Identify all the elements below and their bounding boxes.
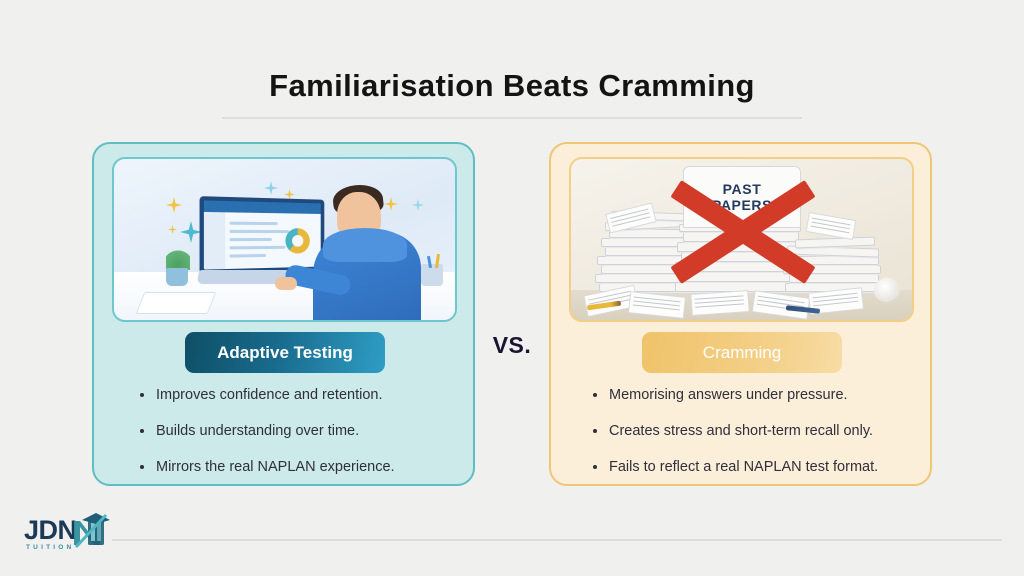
list-item: Builds understanding over time. [138,422,468,440]
label-adaptive-testing: Adaptive Testing [185,332,385,373]
laptop-screen-content [203,200,321,270]
versus-label: VS. [492,332,532,358]
student-at-laptop-illustration [112,157,457,322]
desk-papers [135,292,217,314]
content-line [229,229,290,234]
list-item: Mirrors the real NAPLAN experience. [138,458,468,476]
laptop-screen [199,196,325,274]
list-item: Creates stress and short-term recall onl… [591,422,931,440]
footer-divider [112,539,1002,541]
list-item: Memorising answers under pressure. [591,386,931,404]
cramming-drawbacks-list: Memorising answers under pressure. Creat… [591,386,931,494]
past-papers-pile-illustration: PAST PAPERS [569,157,914,322]
sparkle-icon [168,225,177,234]
comparison-card-adaptive-testing: Adaptive Testing Improves confidence and… [92,142,475,486]
sparkle-icon [284,189,295,200]
app-sidebar [203,211,226,270]
page-title: Familiarisation Beats Cramming [269,68,755,103]
title-divider [222,117,802,119]
sparkle-icon [412,199,424,211]
loose-sheet [690,290,750,316]
adaptive-testing-benefits-list: Improves confidence and retention. Build… [138,386,468,494]
list-item: Fails to reflect a real NAPLAN test form… [591,458,931,476]
content-line [229,221,278,226]
sparkle-icon [384,197,398,211]
crumpled-paper-ball [874,278,900,302]
content-line [229,253,266,258]
content-line [229,245,286,250]
student-hand [275,277,297,290]
sparkle-icon [180,221,202,243]
progress-donut-chart [285,228,310,254]
sparkle-icon [264,181,278,195]
sign-line-1: PAST [722,180,762,197]
jdn-tuition-logo: JDN TUITION [24,511,114,559]
paper-stack [789,274,879,283]
plant-pot [166,268,188,286]
sparkle-icon [166,197,182,213]
graduation-cap-icon [74,513,110,549]
list-item: Improves confidence and retention. [138,386,468,404]
plant-leaves [166,248,190,270]
comparison-card-cramming: PAST PAPERS Cramming Memorising answers … [549,142,932,486]
logo-tagline: TUITION [26,544,75,551]
logo-wordmark: JDN [24,515,77,545]
pencil-cup [421,264,443,286]
label-cramming: Cramming [642,332,842,373]
red-cross-out-icon [663,176,823,284]
student-hood [323,228,407,262]
content-line [229,237,272,242]
